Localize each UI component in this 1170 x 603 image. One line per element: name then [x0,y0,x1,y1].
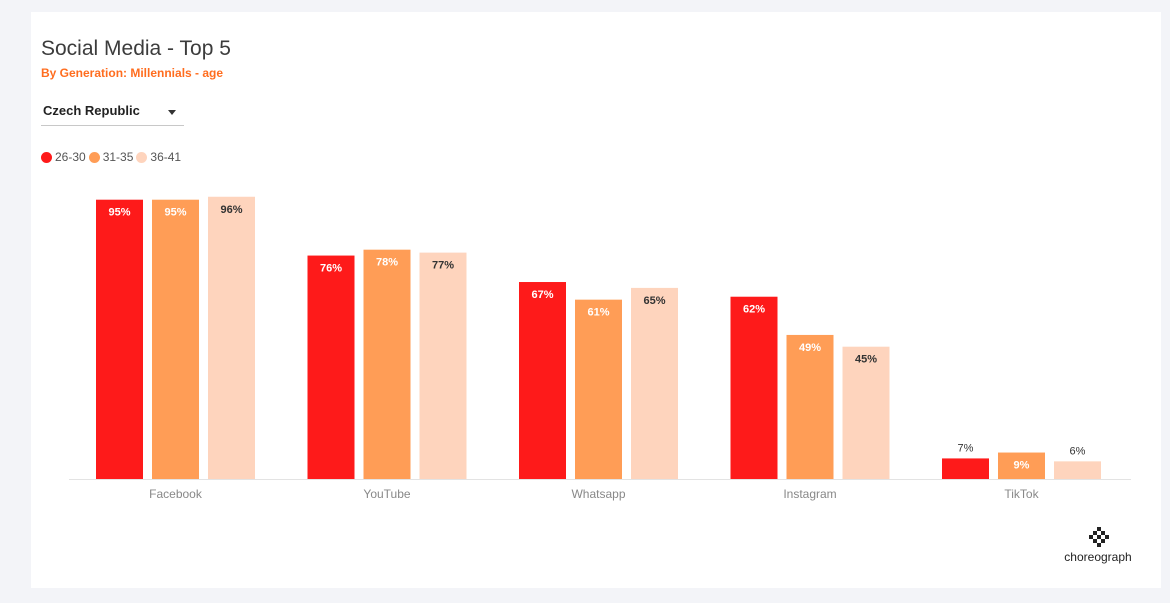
x-tick-label: TikTok [1004,487,1039,501]
legend-item-26-30[interactable]: 26-30 [41,150,86,164]
legend-label: 26-30 [55,150,86,164]
legend-label: 31-35 [102,150,134,164]
legend-swatch [136,151,148,163]
data-label: 76% [320,263,342,275]
legend-label: 36-41 [150,150,182,164]
legend-item-31-35[interactable]: 31-35 [88,150,134,164]
bar-instagram-36-41[interactable] [842,346,890,479]
bar-youtube-31-35[interactable] [363,249,411,479]
bar-instagram-26-30[interactable] [730,296,778,479]
chart-title: Social Media - Top 5 [41,37,231,60]
bar-youtube-36-41[interactable] [419,252,467,479]
data-label: 77% [432,260,454,272]
bar-facebook-36-41[interactable] [208,196,255,479]
chevron-down-icon [168,110,176,115]
logo-text: choreograph [1064,550,1132,564]
bar-instagram-31-35[interactable] [786,334,834,479]
country-dropdown[interactable]: Czech Republic [41,100,184,126]
x-tick-label: Facebook [149,487,203,501]
x-tick-label: Instagram [783,487,836,501]
bar-chart: 95% 95% 96% Facebook 76% 78% 77% YouTube 67% 61% 6… [69,196,1131,501]
legend: 26-30 31-35 36-41 [41,150,184,164]
data-label: 67% [531,289,553,301]
data-label: 6% [1070,445,1086,457]
legend-item-36-41[interactable]: 36-41 [136,150,181,164]
bar-tiktok-31-35[interactable] [998,452,1045,479]
data-label: 96% [220,204,242,216]
bar-whatsapp-36-41[interactable] [631,287,678,479]
bar-tiktok-36-41[interactable] [1054,461,1101,479]
legend-swatch [41,151,52,163]
data-label: 7% [958,442,974,454]
data-label: 9% [1014,460,1030,472]
choreograph-logo: choreograph [1053,527,1143,567]
chart-subtitle: By Generation: Millennials - age [41,66,224,80]
chart-card: Social Media - Top 5 By Generation: Mill… [31,12,1161,588]
bar-youtube-26-30[interactable] [307,255,355,479]
data-label: 65% [643,295,665,307]
choreograph-logo-icon [1089,527,1109,547]
data-label: 78% [376,257,398,269]
data-label: 49% [799,342,821,354]
data-label: 61% [587,307,609,319]
x-tick-label: YouTube [363,487,410,501]
bar-facebook-26-30[interactable] [96,199,143,479]
data-label: 62% [743,304,765,316]
country-dropdown-value: Czech Republic [43,103,140,118]
bar-facebook-31-35[interactable] [152,199,199,479]
x-tick-label: Whatsapp [571,487,625,501]
bar-tiktok-26-30[interactable] [942,458,989,479]
data-label: 95% [108,207,130,219]
bar-whatsapp-31-35[interactable] [575,299,622,479]
data-label: 95% [164,207,186,219]
data-label: 45% [855,354,877,366]
bar-whatsapp-26-30[interactable] [519,282,566,479]
legend-swatch [88,151,100,163]
